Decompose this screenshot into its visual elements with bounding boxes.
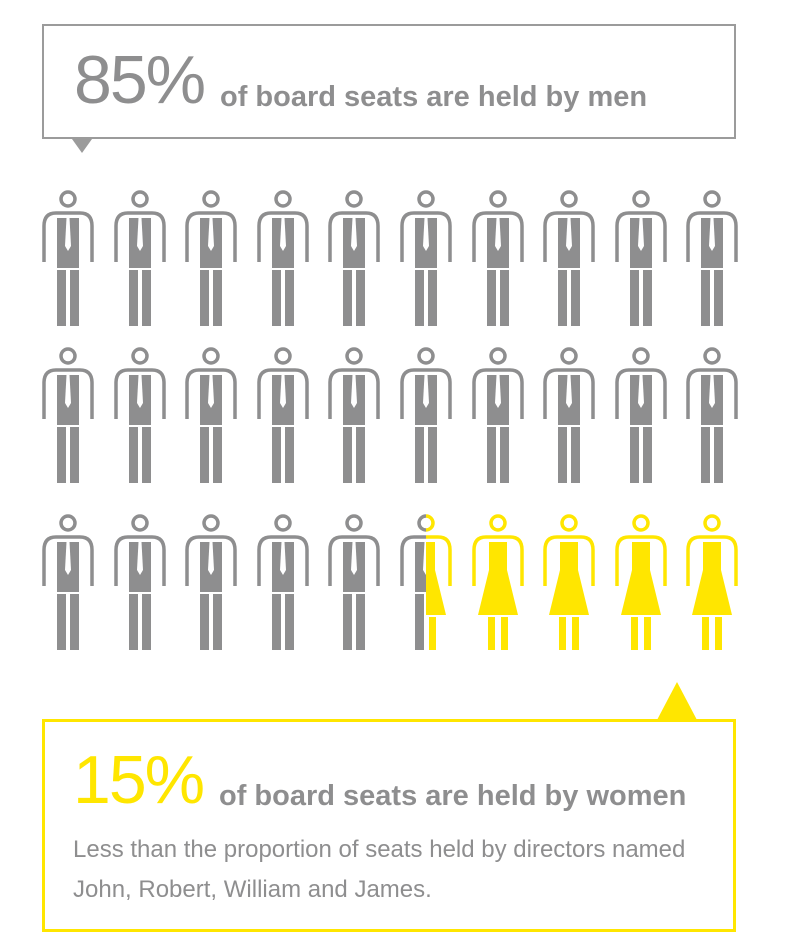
man-figure-icon — [471, 347, 524, 483]
man-figure-icon — [257, 347, 309, 483]
woman-figure-icon — [686, 514, 739, 650]
woman-figure-icon — [615, 514, 667, 650]
man-figure-icon — [543, 190, 595, 326]
man-figure-icon — [113, 190, 166, 326]
man-figure-icon — [185, 347, 237, 483]
men-callout-pointer — [72, 139, 92, 153]
man-figure-icon — [185, 514, 237, 650]
women-note: Less than the proportion of seats held b… — [73, 836, 686, 903]
man-figure-icon — [113, 347, 166, 483]
men-callout-box: 85% of board seats are held by men — [42, 24, 736, 139]
split-man-woman-figure-icon — [400, 514, 452, 650]
woman-figure-icon — [471, 514, 524, 650]
man-figure-icon — [257, 190, 309, 326]
men-caption: of board seats are held by men — [220, 81, 648, 113]
man-figure-icon — [257, 514, 309, 650]
men-percentage: 85% — [74, 42, 206, 118]
man-figure-icon — [400, 347, 452, 483]
man-figure-icon — [686, 190, 739, 326]
man-figure-icon — [615, 347, 667, 483]
man-figure-icon — [471, 190, 524, 326]
man-figure-icon — [185, 190, 237, 326]
man-figure-icon — [42, 514, 94, 650]
women-callout-pointer — [657, 682, 697, 720]
man-figure-icon — [543, 347, 595, 483]
woman-figure-icon — [543, 514, 595, 650]
man-figure-icon — [400, 190, 452, 326]
women-callout-box: 15% of board seats are held by women Les… — [42, 719, 736, 932]
women-caption: of board seats are held by women — [219, 780, 687, 812]
man-figure-icon — [42, 347, 94, 483]
man-figure-icon — [686, 347, 739, 483]
man-figure-icon — [615, 190, 667, 326]
man-figure-icon — [328, 514, 381, 650]
man-figure-icon — [328, 190, 381, 326]
man-figure-icon — [113, 514, 166, 650]
man-figure-icon — [328, 347, 381, 483]
man-figure-icon — [42, 190, 94, 326]
women-percentage: 15% — [73, 742, 205, 818]
